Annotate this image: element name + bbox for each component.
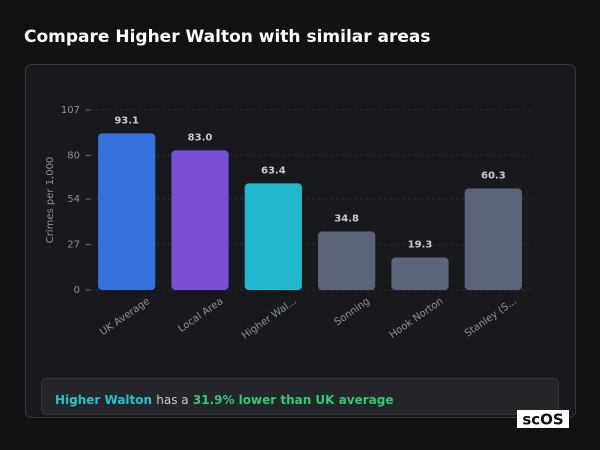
- bar: [244, 183, 302, 290]
- y-tick-label: 54: [67, 194, 80, 205]
- value-label: 19.3: [408, 240, 433, 251]
- summary-area: Higher Walton: [55, 393, 152, 407]
- y-tick-label: 107: [61, 105, 80, 116]
- y-tick-label: 27: [67, 240, 80, 251]
- value-label: 34.8: [334, 213, 359, 224]
- bar: [171, 150, 229, 290]
- value-label: 60.3: [481, 171, 506, 182]
- bar: [98, 133, 156, 290]
- value-label: 93.1: [114, 115, 139, 126]
- summary-box: [41, 378, 559, 415]
- value-label: 83.0: [188, 132, 213, 143]
- summary: Higher Walton has a 31.9% lower than UK …: [55, 393, 393, 407]
- bar: [318, 231, 376, 290]
- y-axis-label: Crimes per 1,000: [45, 157, 56, 244]
- y-tick-label: 0: [74, 285, 80, 296]
- value-label: 63.4: [261, 165, 286, 176]
- logo-box: [517, 410, 569, 428]
- summary-text: has a: [156, 393, 188, 407]
- bar: [464, 188, 522, 290]
- chart-title: Compare Higher Walton with similar areas: [24, 27, 431, 47]
- summary-highlight: 31.9% lower than UK average: [193, 393, 394, 407]
- logo: scOS: [522, 411, 563, 429]
- bar: [391, 257, 449, 290]
- y-tick-label: 80: [67, 150, 80, 161]
